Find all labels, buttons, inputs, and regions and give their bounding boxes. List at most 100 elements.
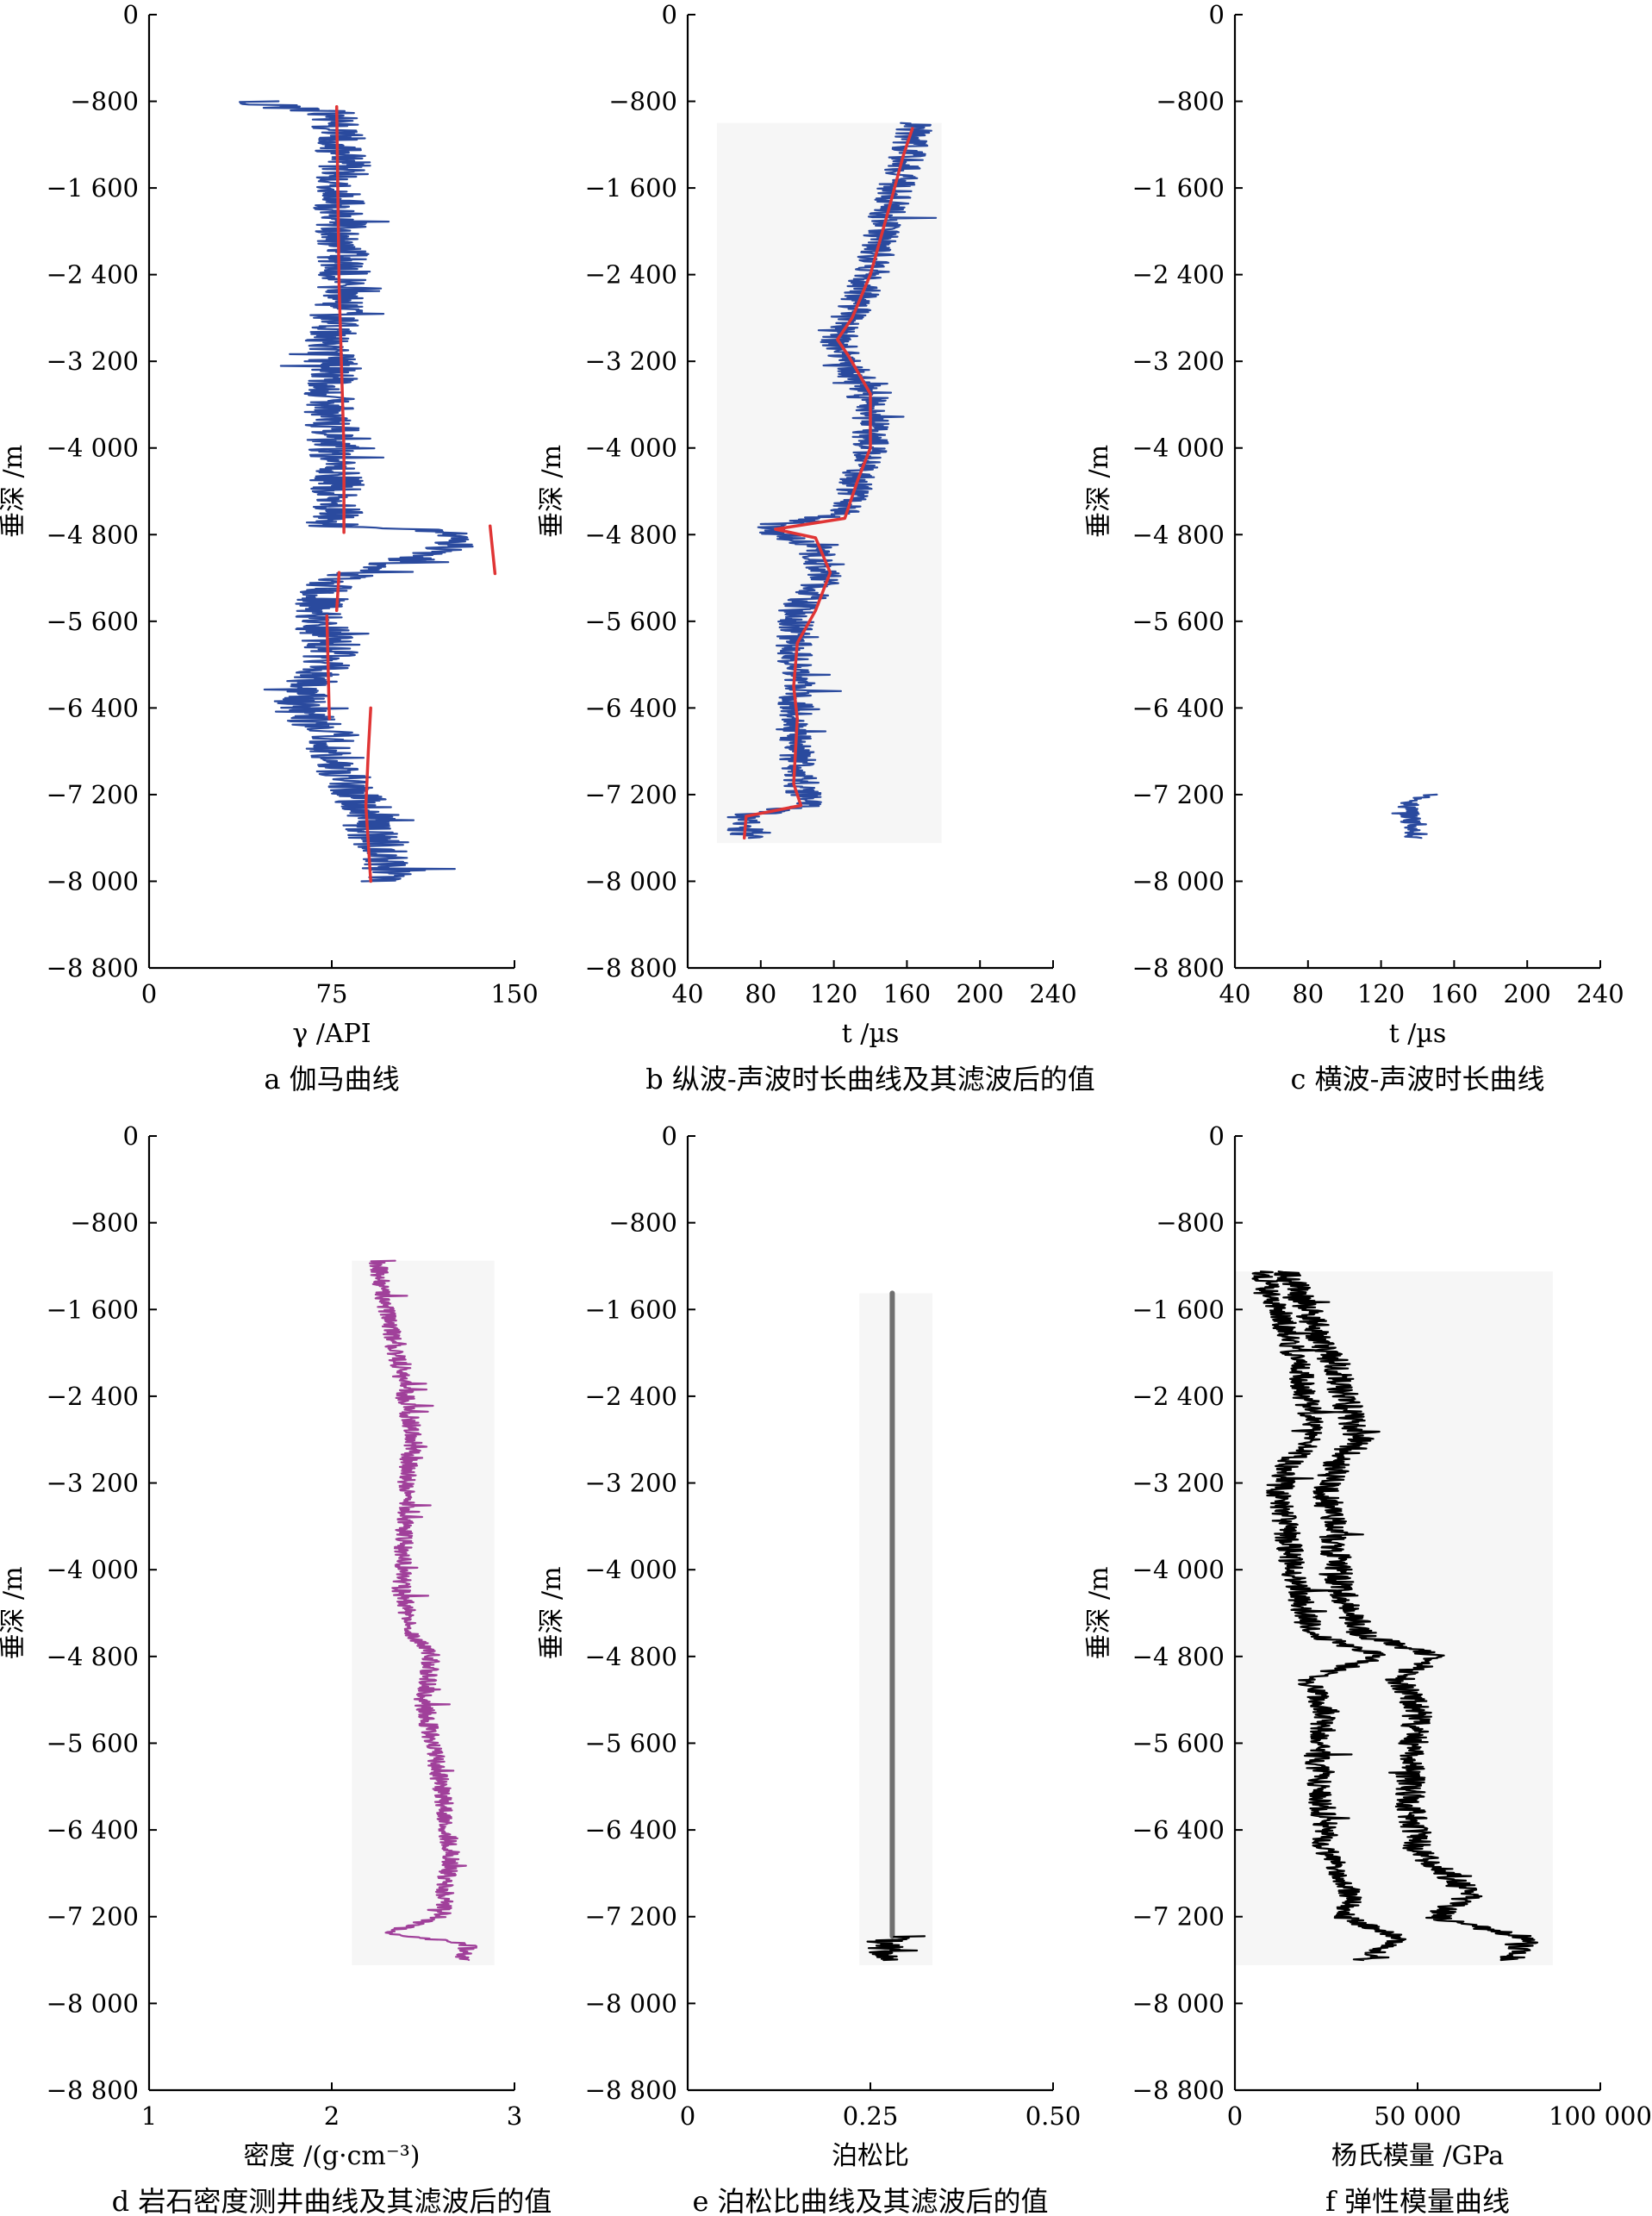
panel-a: 0 −800 −1 600 −2 400 −3 200 −4 000 −4 800 −5 60… [0, 0, 539, 1096]
y-tick-label: −7 200 [47, 780, 139, 809]
y-tick-label: −5 600 [585, 1728, 677, 1757]
y-tick-label: −8 800 [47, 2076, 139, 2105]
x-axis-label: t /µs [1389, 1019, 1447, 1049]
x-tick-label: 1 [141, 2101, 157, 2131]
x-tick-label: 3 [507, 2101, 522, 2131]
panel-caption: d 岩石密度测井曲线及其滤波后的值 [112, 2185, 552, 2216]
data-backdrop [716, 122, 942, 844]
panel-d: 0 −800 −1 600 −2 400 −3 200 −4 000 −4 800 −5 60… [0, 1121, 552, 2216]
y-tick-label: −8 800 [1132, 2076, 1225, 2105]
x-tick-label: 100 000 [1549, 2101, 1652, 2131]
y-tick-label: −3 200 [1132, 1469, 1225, 1498]
x-tick-label: 0 [680, 2101, 695, 2131]
series-a-1 [334, 105, 346, 534]
y-axis-label: 垂深 /m [537, 1566, 567, 1659]
x-tick-label: 0 [1227, 2101, 1243, 2131]
x-tick-label: 0.25 [843, 2101, 899, 2131]
series-f-0 [1251, 1270, 1407, 1962]
y-tick-label: −2 400 [47, 1382, 139, 1411]
x-tick-label: 240 [1576, 979, 1624, 1008]
data-backdrop [1235, 1271, 1553, 1966]
x-tick-label: 160 [883, 979, 931, 1008]
y-tick-label: −1 600 [47, 173, 139, 203]
y-tick-label: −6 400 [47, 693, 139, 722]
y-tick-label: −800 [608, 1208, 677, 1238]
x-tick-label: 80 [1292, 979, 1324, 1008]
y-tick-label: −4 800 [585, 1642, 677, 1671]
y-tick-label: −8 000 [1132, 866, 1225, 896]
y-tick-label: −7 200 [1132, 1902, 1225, 1932]
series-d-0 [369, 1259, 478, 1962]
y-tick-label: −5 600 [47, 1728, 139, 1757]
y-tick-label: −6 400 [1132, 693, 1225, 722]
y-tick-label: −5 600 [1132, 607, 1225, 636]
x-axis-label: 杨氏模量 /GPa [1331, 2141, 1504, 2171]
y-tick-label: −3 200 [585, 1469, 677, 1498]
x-axis-label: γ /API [292, 1019, 371, 1049]
series-f-1 [1274, 1270, 1539, 1962]
panel-caption: c 横波-声波时长曲线 [1291, 1063, 1545, 1096]
x-tick-label: 0 [141, 979, 157, 1008]
y-axis-label: 垂深 /m [0, 445, 28, 538]
y-tick-label: −8 800 [47, 953, 139, 983]
y-tick-label: −3 200 [47, 346, 139, 376]
y-tick-label: −3 200 [47, 1469, 139, 1498]
y-tick-label: −4 000 [1132, 1555, 1225, 1584]
y-tick-label: −8 000 [47, 866, 139, 896]
series-a-5 [364, 706, 372, 883]
y-tick-label: −1 600 [585, 1295, 677, 1324]
y-tick-label: 0 [1209, 0, 1225, 29]
x-tick-label: 150 [490, 979, 538, 1008]
y-tick-label: −8 000 [585, 866, 677, 896]
panel-b: 0 −800 −1 600 −2 400 −3 200 −4 000 −4 800 −5 60… [537, 0, 1095, 1096]
y-tick-label: −800 [608, 87, 677, 116]
y-tick-label: −7 200 [585, 1902, 677, 1932]
x-tick-label: 160 [1431, 979, 1478, 1008]
y-tick-label: 0 [123, 0, 139, 29]
panel-e: 0 −800 −1 600 −2 400 −3 200 −4 000 −4 800 −5 60… [537, 1121, 1081, 2216]
data-backdrop [352, 1260, 495, 1966]
y-tick-label: −3 200 [585, 346, 677, 376]
y-tick-label: −8 000 [585, 1988, 677, 2018]
x-tick-label: 0.50 [1025, 2101, 1082, 2131]
x-axis-label: t /µs [842, 1019, 900, 1049]
y-tick-label: −2 400 [1132, 1382, 1225, 1411]
series-e-1 [866, 1935, 926, 1962]
x-tick-label: 40 [1219, 979, 1251, 1008]
panel-caption: a 伽马曲线 [264, 1063, 399, 1096]
y-tick-label: −800 [70, 1208, 139, 1238]
y-axis-label: 垂深 /m [1084, 1566, 1114, 1659]
x-axis-label: 泊松比 [832, 2141, 909, 2171]
y-axis-label: 垂深 /m [1084, 445, 1114, 538]
y-tick-label: −4 000 [585, 1555, 677, 1584]
y-tick-label: −5 600 [1132, 1728, 1225, 1757]
series-a-2 [488, 524, 497, 576]
y-tick-label: −1 600 [585, 173, 677, 203]
y-tick-label: −8 800 [585, 2076, 677, 2105]
y-tick-label: −6 400 [1132, 1815, 1225, 1845]
y-tick-label: −7 200 [1132, 780, 1225, 809]
y-tick-label: −4 000 [47, 434, 139, 463]
data-backdrop [859, 1293, 933, 1966]
panel-caption: b 纵波-声波时长曲线及其滤波后的值 [645, 1063, 1094, 1096]
y-tick-label: −4 800 [47, 520, 139, 549]
y-tick-label: 0 [662, 0, 677, 29]
x-tick-label: 75 [316, 979, 348, 1008]
y-tick-label: −2 400 [585, 260, 677, 290]
y-tick-label: −6 400 [47, 1815, 139, 1845]
x-tick-label: 50 000 [1374, 2101, 1461, 2131]
x-tick-label: 40 [672, 979, 704, 1008]
y-tick-label: −4 000 [47, 1555, 139, 1584]
y-tick-label: −6 400 [585, 693, 677, 722]
y-tick-label: −4 800 [585, 520, 677, 549]
panel-caption: f 弹性模量曲线 [1325, 2185, 1510, 2216]
x-tick-label: 200 [1504, 979, 1551, 1008]
x-tick-label: 200 [957, 979, 1004, 1008]
y-tick-label: −8 800 [1132, 953, 1225, 983]
y-tick-label: −7 200 [585, 780, 677, 809]
y-tick-label: −800 [1156, 87, 1225, 116]
panel-f: 0 −800 −1 600 −2 400 −3 200 −4 000 −4 800 −5 60… [1084, 1121, 1652, 2216]
y-tick-label: −8 800 [585, 953, 677, 983]
y-tick-label: −4 800 [1132, 520, 1225, 549]
y-tick-label: −5 600 [585, 607, 677, 636]
